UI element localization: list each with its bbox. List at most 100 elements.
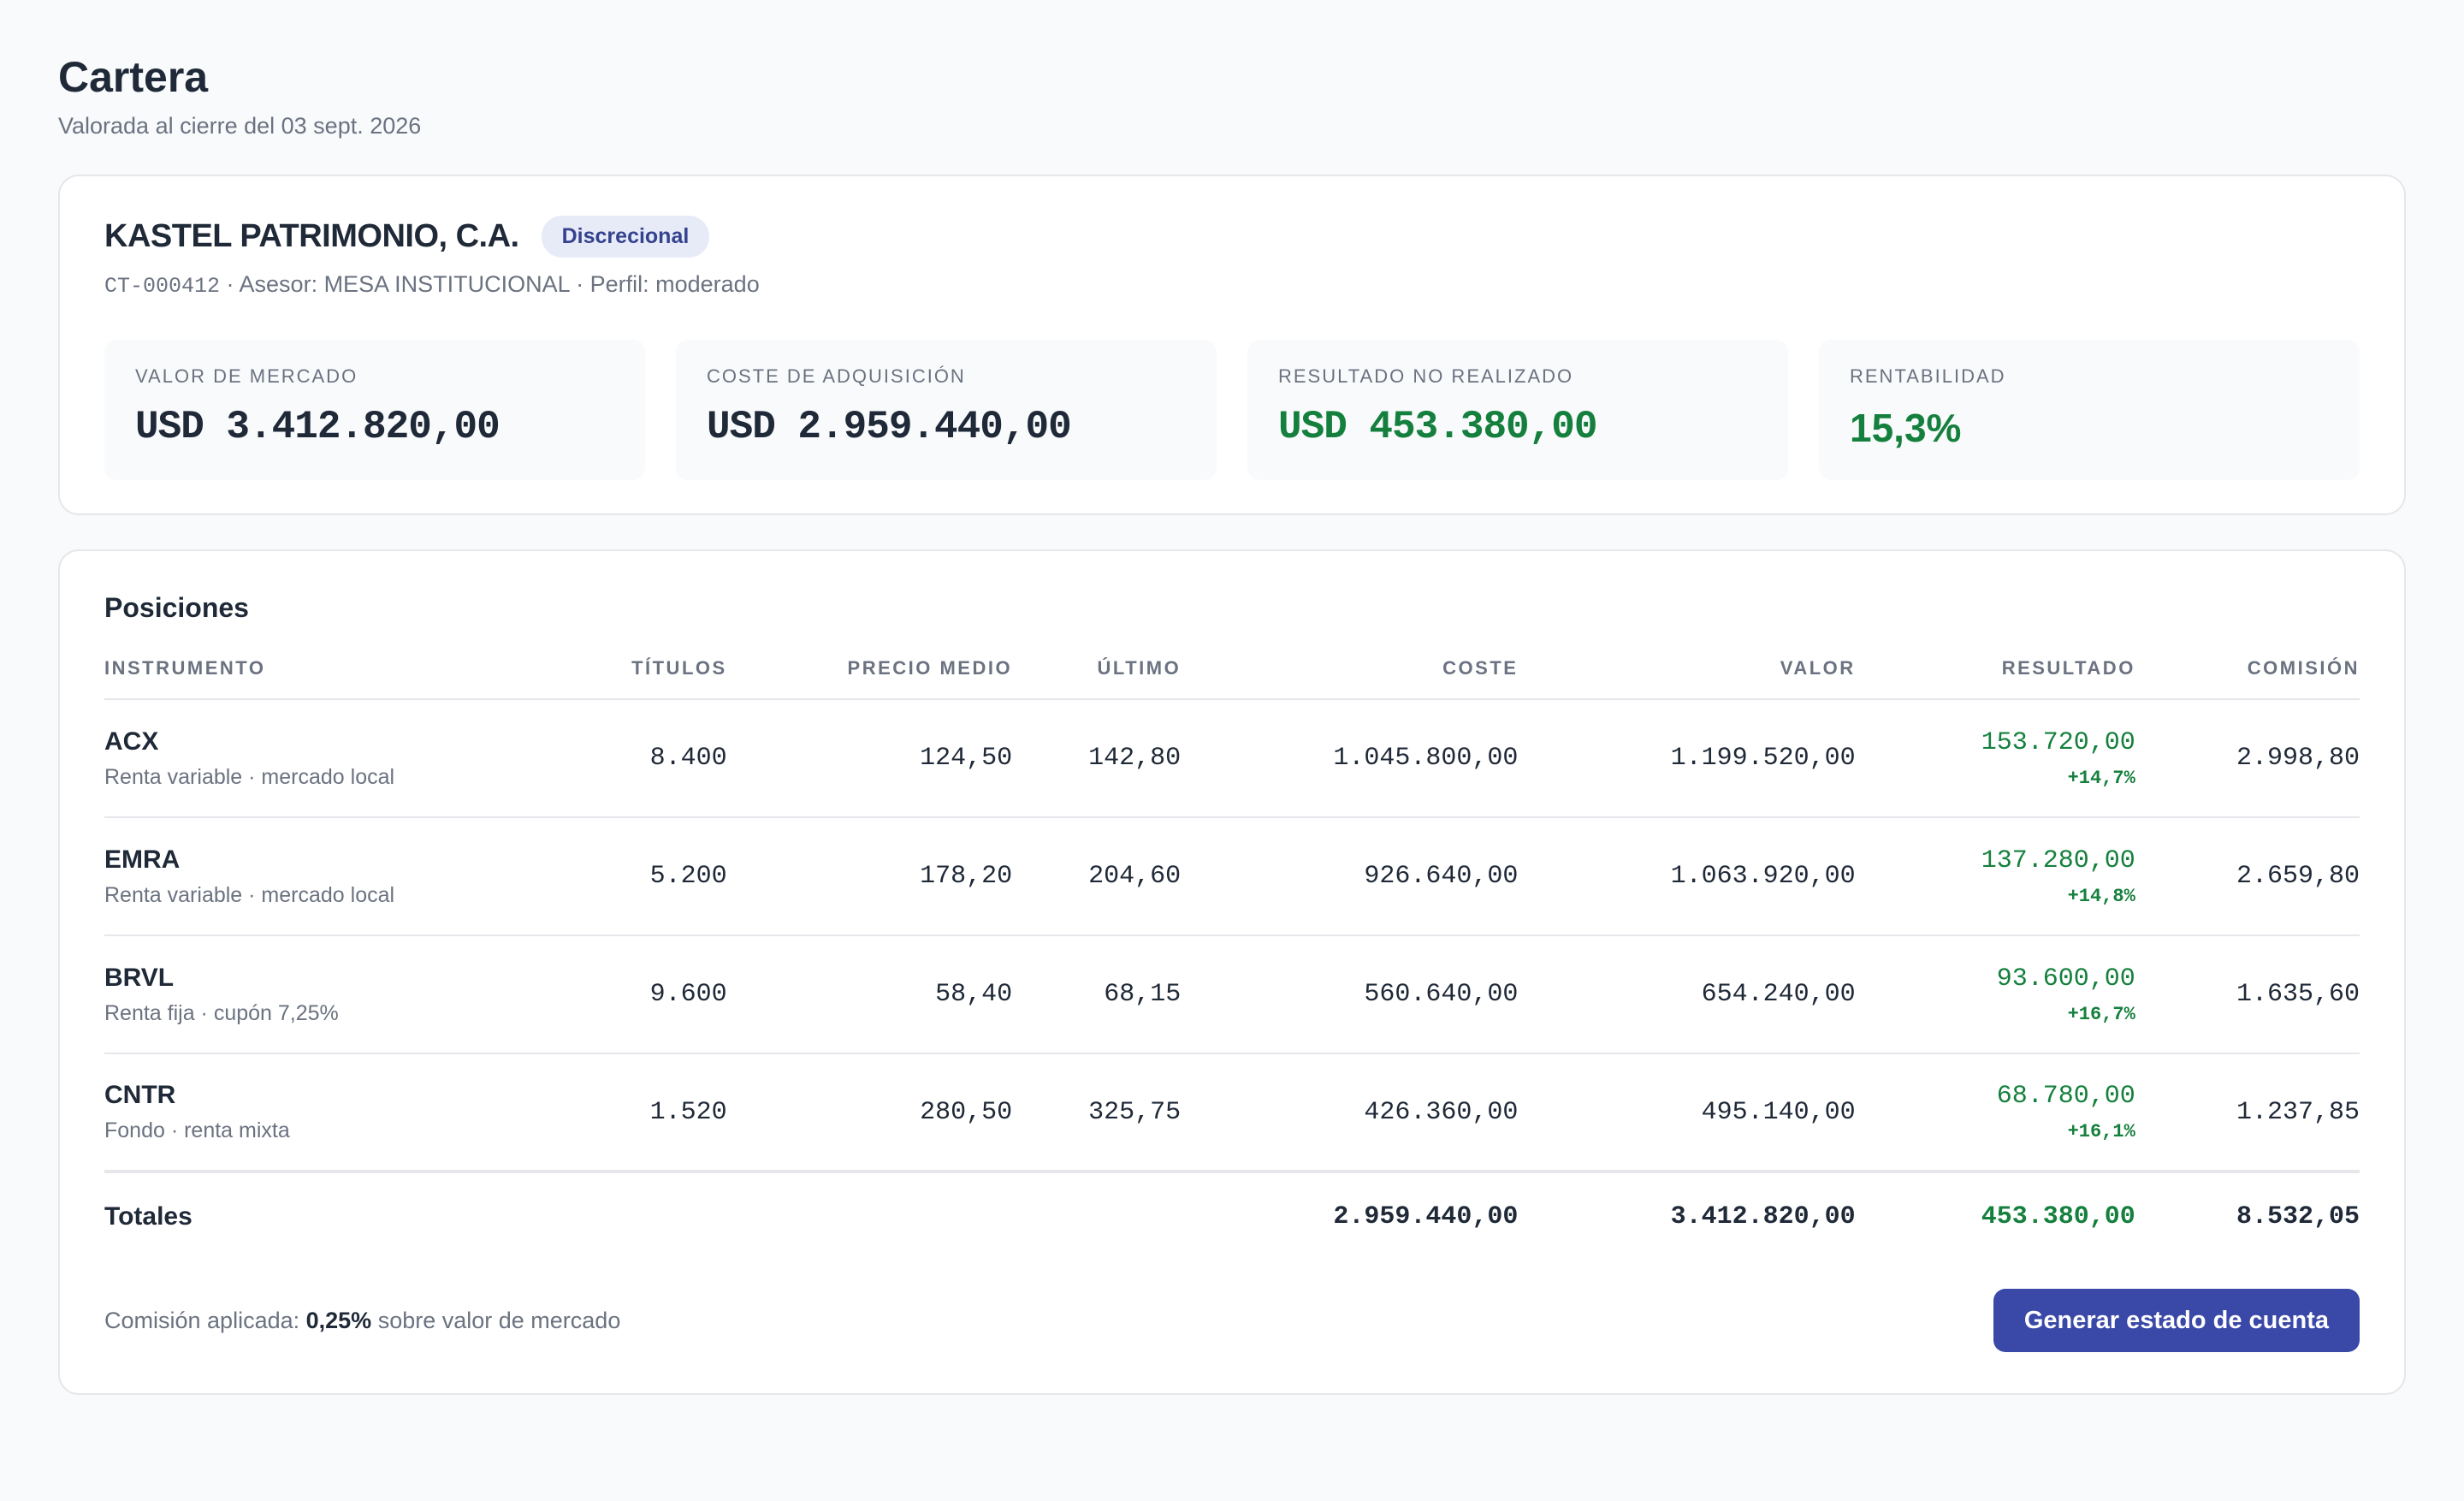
kpi-unrealized-result: Resultado no realizado USD 453.380,00	[1247, 340, 1788, 480]
table-row: BRVL Renta fija · cupón 7,25% 9.600 58,4…	[104, 935, 2360, 1054]
kpi-label: Valor de mercado	[135, 365, 358, 387]
total-result: 453.380,00	[1855, 1170, 2135, 1261]
result-cell: 68.780,00 +16,1%	[1855, 1053, 2135, 1172]
instrument-description: Fondo · renta mixta	[104, 1118, 290, 1142]
result-percent: +14,7%	[2067, 767, 2135, 789]
commission-cell: 1.237,85	[2135, 1053, 2360, 1172]
value-cell: 1.199.520,00	[1518, 699, 1856, 818]
instrument-cell: EMRA Renta variable · mercado local	[104, 817, 589, 936]
commission-note-prefix: Comisión aplicada:	[104, 1307, 306, 1333]
commission-note: Comisión aplicada: 0,25% sobre valor de …	[104, 1308, 620, 1334]
titles-cell: 1.520	[589, 1053, 727, 1172]
positions-title: Posiciones	[104, 592, 249, 623]
titles-cell: 5.200	[589, 817, 727, 936]
empty-cell	[726, 1170, 1013, 1261]
cost-cell: 560.640,00	[1181, 935, 1519, 1054]
kpi-value: 15,3%	[1850, 406, 1962, 450]
instrument-cell: BRVL Renta fija · cupón 7,25%	[104, 935, 589, 1054]
cost-cell: 1.045.800,00	[1181, 699, 1519, 818]
avg-price-cell: 178,20	[726, 817, 1013, 936]
kpi-label: Resultado no realizado	[1278, 365, 1574, 387]
table-row: CNTR Fondo · renta mixta 1.520 280,50 32…	[104, 1053, 2360, 1172]
result-percent: +16,7%	[2067, 1003, 2135, 1025]
kpi-value: USD 3.412.820,00	[135, 405, 500, 449]
kpi-market-value: Valor de mercado USD 3.412.820,00	[104, 340, 645, 480]
totals-row: Totales 2.959.440,00 3.412.820,00 453.38…	[104, 1170, 2360, 1261]
cost-cell: 926.640,00	[1181, 817, 1519, 936]
commission-cell: 2.659,80	[2135, 817, 2360, 936]
instrument-name: BRVL	[104, 963, 175, 992]
table-row: EMRA Renta variable · mercado local 5.20…	[104, 817, 2360, 936]
avg-price-cell: 124,50	[726, 699, 1013, 818]
commission-note-suffix: sobre valor de mercado	[371, 1307, 621, 1333]
instrument-cell: CNTR Fondo · renta mixta	[104, 1053, 589, 1172]
commission-cell: 2.998,80	[2135, 699, 2360, 818]
result-percent: +14,8%	[2067, 885, 2135, 907]
titles-cell: 8.400	[589, 699, 727, 818]
last-price-cell: 142,80	[1012, 699, 1182, 818]
client-header: KASTEL PATRIMONIO, C.A. Discrecional	[104, 216, 2360, 258]
result-percent: +16,1%	[2067, 1121, 2135, 1142]
avg-price-cell: 280,50	[726, 1053, 1013, 1172]
cost-cell: 426.360,00	[1181, 1053, 1519, 1172]
result-value: 153.720,00	[1981, 727, 2135, 757]
last-price-cell: 68,15	[1012, 935, 1182, 1054]
positions-table: Instrumento Títulos Precio medio Último …	[104, 638, 2360, 1261]
instrument-name: CNTR	[104, 1081, 176, 1109]
client-name: KASTEL PATRIMONIO, C.A.	[104, 218, 519, 254]
avg-price-cell: 58,40	[726, 935, 1013, 1054]
result-value: 68.780,00	[1996, 1082, 2135, 1111]
titles-cell: 9.600	[589, 935, 727, 1054]
commission-rate: 0,25%	[305, 1307, 372, 1333]
table-header-row: Instrumento Títulos Precio medio Último …	[104, 638, 2360, 700]
generate-statement-button[interactable]: Generar estado de cuenta	[1993, 1289, 2360, 1352]
positions-footer: Comisión aplicada: 0,25% sobre valor de …	[104, 1289, 2360, 1352]
kpi-label: Coste de adquisición	[707, 365, 966, 387]
result-value: 137.280,00	[1981, 845, 2135, 875]
total-value: 3.412.820,00	[1518, 1170, 1856, 1261]
kpi-value: USD 2.959.440,00	[707, 405, 1072, 449]
instrument-description: Renta variable · mercado local	[104, 882, 395, 907]
management-type-badge: Discrecional	[541, 216, 710, 258]
last-price-cell: 325,75	[1012, 1053, 1182, 1172]
client-advisor-profile: · Asesor: MESA INSTITUCIONAL · Perfil: m…	[220, 271, 760, 297]
result-value: 93.600,00	[1996, 964, 2135, 994]
totals-label: Totales	[104, 1170, 589, 1261]
column-header: Precio medio	[726, 638, 1013, 700]
column-header: Resultado	[1855, 638, 2135, 700]
instrument-description: Renta fija · cupón 7,25%	[104, 1000, 339, 1025]
value-cell: 1.063.920,00	[1518, 817, 1856, 936]
kpi-label: Rentabilidad	[1850, 365, 2006, 387]
result-cell: 137.280,00 +14,8%	[1855, 817, 2135, 936]
column-header: Coste	[1181, 638, 1519, 700]
client-summary-card: KASTEL PATRIMONIO, C.A. Discrecional CT-…	[58, 175, 2406, 515]
contract-code: CT-000412	[104, 274, 221, 299]
empty-cell	[589, 1170, 727, 1261]
result-cell: 93.600,00 +16,7%	[1855, 935, 2135, 1054]
last-price-cell: 204,60	[1012, 817, 1182, 936]
column-header: Último	[1012, 638, 1182, 700]
table-row: ACX Renta variable · mercado local 8.400…	[104, 699, 2360, 818]
instrument-cell: ACX Renta variable · mercado local	[104, 699, 589, 818]
commission-cell: 1.635,60	[2135, 935, 2360, 1054]
page-subtitle: Valorada al cierre del 03 sept. 2026	[58, 113, 422, 139]
value-cell: 495.140,00	[1518, 1053, 1856, 1172]
portfolio-page: Cartera Valorada al cierre del 03 sept. …	[58, 53, 2406, 1395]
page-title: Cartera	[58, 53, 209, 101]
instrument-name: ACX	[104, 727, 159, 756]
total-cost: 2.959.440,00	[1181, 1170, 1519, 1261]
empty-cell	[1012, 1170, 1182, 1261]
value-cell: 654.240,00	[1518, 935, 1856, 1054]
column-header: Comisión	[2135, 638, 2360, 700]
result-cell: 153.720,00 +14,7%	[1855, 699, 2135, 818]
column-header: Instrumento	[104, 638, 589, 700]
column-header: Títulos	[589, 638, 727, 700]
kpi-value: USD 453.380,00	[1278, 405, 1597, 449]
kpi-row: Valor de mercado USD 3.412.820,00 Coste …	[104, 340, 2360, 480]
kpi-return: Rentabilidad 15,3%	[1819, 340, 2360, 480]
kpi-acquisition-cost: Coste de adquisición USD 2.959.440,00	[676, 340, 1217, 480]
column-header: Valor	[1518, 638, 1856, 700]
positions-card: Posiciones Instrumento Títulos Precio me…	[58, 549, 2406, 1395]
total-commission: 8.532,05	[2135, 1170, 2360, 1261]
client-meta: CT-000412 · Asesor: MESA INSTITUCIONAL ·…	[104, 271, 2360, 299]
